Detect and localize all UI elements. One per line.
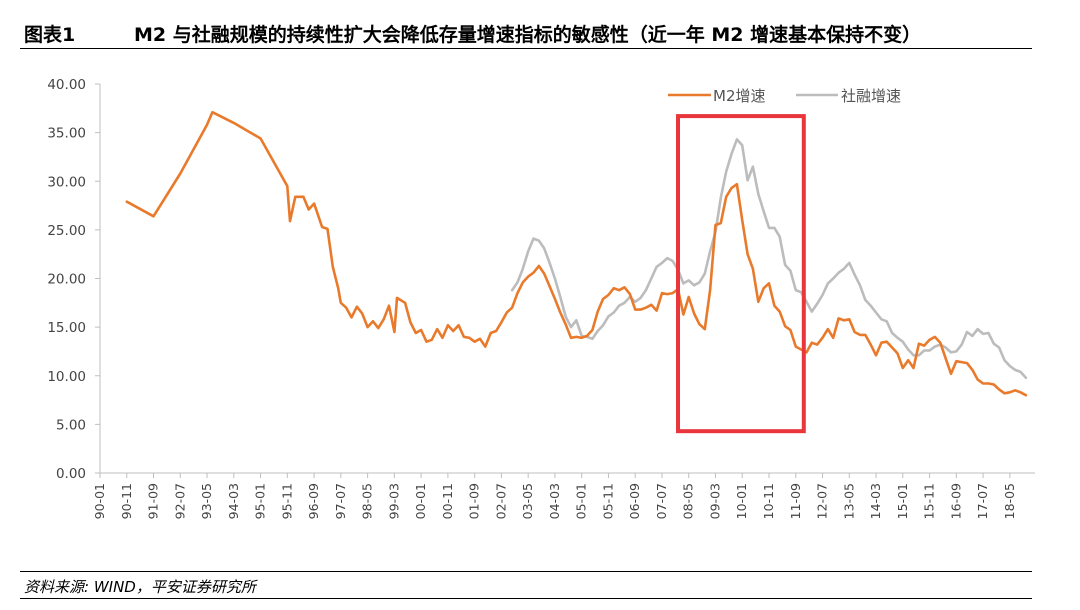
- x-tick-label: 04-03: [547, 483, 562, 519]
- y-tick-label: 40.00: [47, 77, 86, 93]
- y-tick-label: 25.00: [47, 223, 86, 239]
- x-tick-label: 02-07: [493, 483, 508, 519]
- x-tick-label: 95-11: [279, 483, 294, 519]
- x-tick-label: 99-03: [386, 483, 401, 519]
- x-tick-label: 98-05: [360, 483, 375, 519]
- x-tick-label: 92-07: [172, 483, 187, 519]
- x-tick-label: 93-05: [199, 483, 214, 519]
- x-tick-label: 00-11: [440, 483, 455, 519]
- legend-label-tsf: 社融增速: [841, 87, 901, 105]
- x-tick-label: 16-09: [948, 483, 963, 519]
- x-tick-label: 15-01: [895, 483, 910, 519]
- x-tick-label: 03-05: [520, 483, 535, 519]
- tsf-growth-line: [510, 138, 1028, 380]
- x-tick-label: 10-11: [761, 483, 776, 519]
- x-tick-label: 00-01: [413, 483, 428, 519]
- y-tick-label: 15.00: [47, 320, 86, 336]
- line-chart: 0.00 5.00 10.00 15.00 20.00 25.00 30.00 35.00 40…: [47, 77, 1035, 519]
- figure-header: 图表1 M2 与社融规模的持续性扩大会降低存量增速指标的敏感性（近一年 M2 增…: [20, 18, 1032, 49]
- source-note: 资料来源: WIND，平安证券研究所: [24, 578, 256, 596]
- y-tick-label: 35.00: [47, 126, 86, 142]
- x-tick-label: 18-05: [1002, 483, 1017, 519]
- x-tick-label: 12-07: [815, 483, 830, 519]
- y-tick-label: 0.00: [56, 466, 86, 482]
- x-tick-label: 06-09: [627, 483, 642, 519]
- x-tick-label: 90-01: [92, 483, 107, 519]
- x-tick-label: 95-01: [253, 483, 268, 519]
- y-tick-label: 5.00: [56, 417, 86, 433]
- x-tick-label: 09-03: [707, 483, 722, 519]
- x-tick-label: 10-01: [734, 483, 749, 519]
- x-tick-label: 13-05: [841, 483, 856, 519]
- x-tick-label: 91-09: [146, 483, 161, 519]
- x-tick-label: 11-09: [788, 483, 803, 519]
- x-tick-label: 15-11: [922, 483, 937, 519]
- x-tick-label: 96-09: [306, 483, 321, 519]
- figure-title: M2 与社融规模的持续性扩大会降低存量增速指标的敏感性（近一年 M2 增速基本保…: [134, 24, 922, 46]
- x-tick-label: 01-09: [467, 483, 482, 519]
- x-tick-label: 05-01: [574, 483, 589, 519]
- figure-footer: 资料来源: WIND，平安证券研究所: [20, 571, 1032, 599]
- x-tick-label: 08-05: [681, 483, 696, 519]
- m2-growth-line: [125, 110, 1028, 397]
- x-tick-label: 94-03: [226, 483, 241, 519]
- x-tick-label: 97-07: [333, 483, 348, 519]
- x-tick-label: 90-11: [119, 483, 134, 519]
- y-tick-label: 20.00: [47, 272, 86, 288]
- y-tick-label: 30.00: [47, 174, 86, 190]
- x-tick-label: 17-07: [975, 483, 990, 519]
- figure-number: 图表1: [24, 24, 76, 46]
- x-tick-label: 14-03: [868, 483, 883, 519]
- x-tick-label: 05-11: [600, 483, 615, 519]
- y-tick-label: 10.00: [47, 369, 86, 385]
- highlight-box: [676, 114, 806, 434]
- legend-label-m2: M2增速: [713, 87, 766, 105]
- x-tick-label: 07-07: [654, 483, 669, 519]
